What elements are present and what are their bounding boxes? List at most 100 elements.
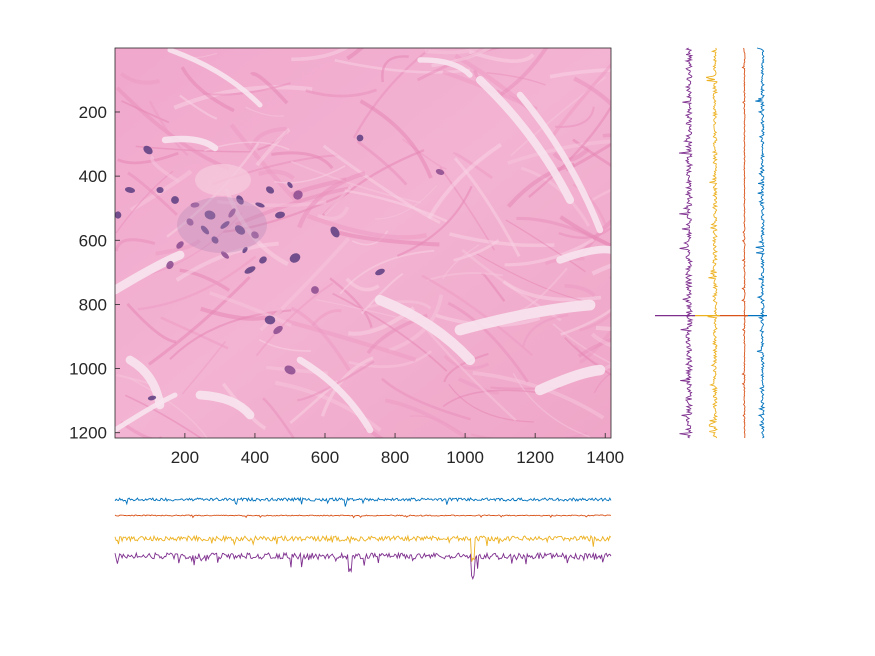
column-profile-line <box>114 534 612 562</box>
fiber-stroke <box>179 94 218 120</box>
fiber-stroke <box>453 239 500 262</box>
fiber-stroke <box>290 160 422 204</box>
fiber-stroke <box>137 255 257 311</box>
fiber-stroke <box>572 138 611 167</box>
fiber-stroke <box>179 268 231 292</box>
fiber-stroke <box>443 352 489 383</box>
cell-cluster-shading <box>177 197 267 253</box>
fiber-stroke <box>258 338 311 352</box>
x-axis: 200 400 600 800 1000 1200 1400 <box>171 433 624 467</box>
fiber-stroke <box>486 72 546 86</box>
fiber-stroke <box>424 48 481 55</box>
fiber-stroke <box>148 100 189 157</box>
y-tick-label: 600 <box>79 231 107 250</box>
fiber-stroke <box>593 372 611 394</box>
fiber-stroke <box>119 71 161 85</box>
cell-nucleus <box>251 231 259 239</box>
cell-nucleus <box>356 134 364 142</box>
tissue-gap <box>115 250 185 295</box>
column-profile-line <box>114 514 612 519</box>
cell-nucleus <box>176 241 184 249</box>
cell-nucleus <box>221 251 229 259</box>
fiber-stroke <box>577 337 611 358</box>
fiber-stroke <box>572 183 608 227</box>
fiber-stroke <box>250 72 289 105</box>
fiber-stroke <box>285 319 417 362</box>
fiber-stroke <box>250 126 287 151</box>
fiber-stroke <box>426 272 504 282</box>
fiber-stroke <box>338 230 440 247</box>
fiber-stroke <box>297 360 375 402</box>
column-profiles <box>114 496 612 580</box>
fiber-stroke <box>274 380 382 432</box>
fiber-stroke <box>505 219 586 273</box>
fiber-stroke <box>396 185 473 257</box>
fiber-stroke <box>579 312 611 332</box>
fiber-stroke <box>512 372 591 438</box>
fiber-stroke <box>117 151 179 165</box>
cell-nucleus <box>200 225 210 235</box>
tissue-gap <box>374 294 476 366</box>
fiber-stroke <box>116 374 150 385</box>
cell-nucleus <box>287 181 293 189</box>
y-tick-label: 1200 <box>69 424 107 443</box>
tissue-gap <box>125 355 165 410</box>
fiber-stroke <box>329 277 373 328</box>
fiber-stroke <box>448 383 534 423</box>
fiber-stroke <box>470 431 588 438</box>
fiber-stroke <box>586 188 611 205</box>
cell-nucleus <box>220 221 230 229</box>
fiber-stroke <box>579 329 611 364</box>
fiber-stroke <box>317 206 350 221</box>
tissue-gap <box>454 299 596 336</box>
tissue-gap <box>296 356 374 434</box>
fiber-stroke <box>348 350 433 369</box>
fiber-stroke <box>558 227 611 239</box>
tissue-gap <box>556 245 611 264</box>
cell-nucleus <box>147 395 157 401</box>
cell-nucleus <box>166 260 174 270</box>
fiber-stroke <box>368 300 432 310</box>
fiber-stroke <box>160 316 229 350</box>
fiber-stroke <box>502 279 602 302</box>
fiber-stroke <box>144 212 243 277</box>
fiber-stroke <box>255 282 334 357</box>
row-profile-line <box>741 47 746 439</box>
fiber-stroke <box>245 106 284 117</box>
fiber-stroke <box>442 244 480 280</box>
fiber-stroke <box>258 169 295 181</box>
fiber-stroke <box>124 394 203 438</box>
row-profiles <box>655 47 767 439</box>
tissue-gap <box>161 135 219 152</box>
fiber-stroke <box>381 55 409 83</box>
cell-nucleus <box>275 211 285 219</box>
fiber-stroke <box>229 123 301 206</box>
fiber-stroke <box>520 166 591 227</box>
fiber-stroke <box>126 302 177 344</box>
image-frame <box>114 47 612 439</box>
fiber-stroke <box>305 88 378 98</box>
row-profile-line <box>678 47 694 439</box>
cell-nucleus <box>115 211 122 219</box>
fiber-stroke <box>271 151 334 170</box>
fiber-stroke <box>590 332 611 348</box>
tissue-gap <box>115 392 178 433</box>
fiber-stroke <box>504 238 595 267</box>
y-tick-label: 400 <box>79 167 107 186</box>
cell-nucleus <box>228 208 236 218</box>
fiber-stroke <box>323 184 353 216</box>
fiber-stroke <box>573 76 611 107</box>
fiber-stroke <box>421 274 534 357</box>
fiber-stroke <box>311 309 342 327</box>
tissue-gap <box>167 48 263 108</box>
fiber-stroke <box>297 171 366 229</box>
fiber-stroke <box>375 184 438 220</box>
cell-nucleus <box>435 169 445 175</box>
cell-nucleus <box>156 186 164 194</box>
fiber-stroke <box>565 142 611 172</box>
image-axes: 200 400 600 800 1000 1200 1400 200 400 600 800 100… <box>69 47 624 467</box>
fiber-stroke <box>591 263 611 276</box>
cell-nucleus <box>311 286 319 294</box>
fiber-stroke <box>602 133 611 138</box>
fiber-stroke <box>560 308 611 336</box>
